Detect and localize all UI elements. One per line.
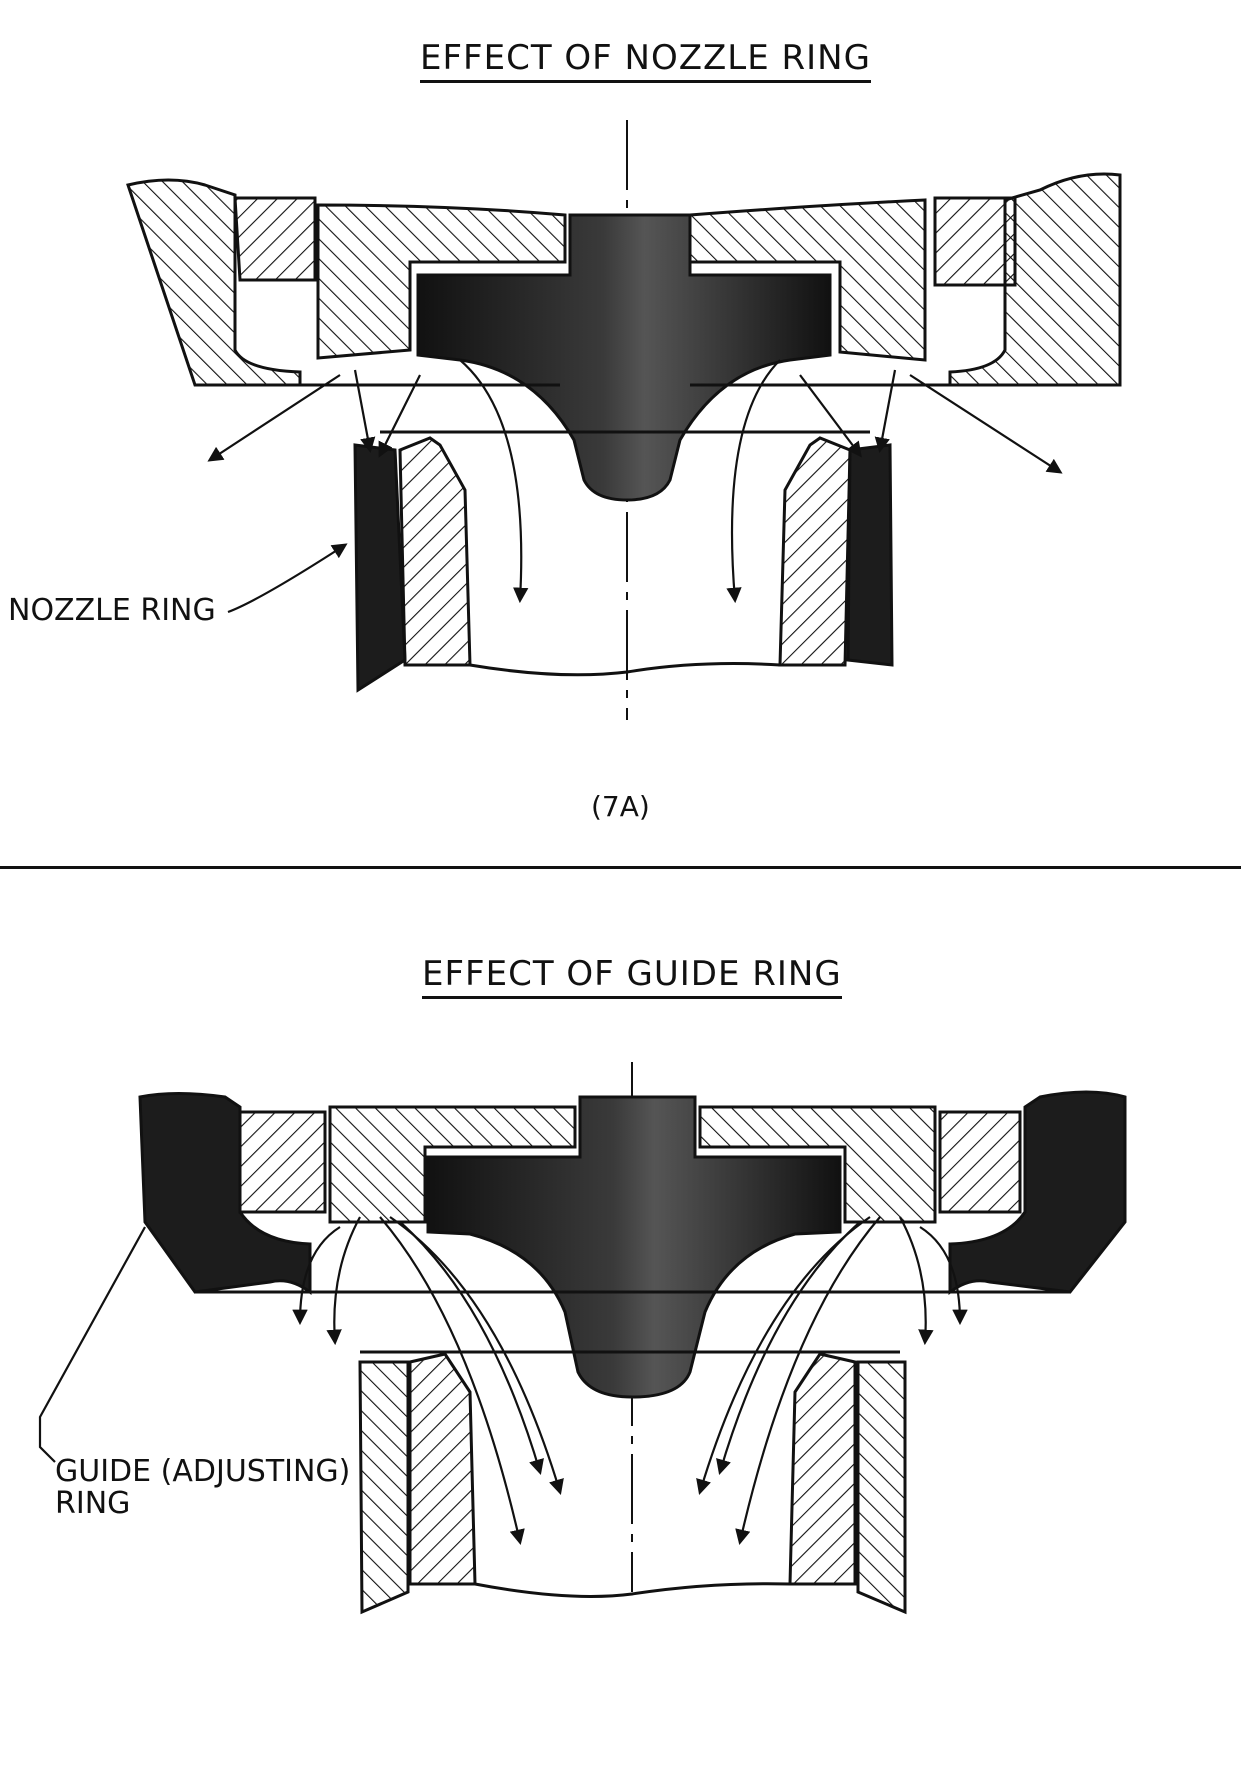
flow-arrow-left-cross <box>378 374 421 458</box>
flow-right-1 <box>919 1226 968 1326</box>
nozzle-inner-left <box>408 1352 477 1586</box>
panel-b-title: EFFECT OF GUIDE RING <box>422 954 842 999</box>
guide-ring-right <box>948 1090 1127 1295</box>
nozzle-ring-label: NOZZLE RING <box>8 593 216 628</box>
nozzle-outer-left <box>358 1360 410 1615</box>
nozzle-wall-right <box>778 436 852 667</box>
flow-left-5 <box>379 1216 525 1546</box>
nozzle-ring-panel: EFFECT OF NOZZLE RING NOZZLE RING (7A) <box>0 0 1241 870</box>
body-right-inner <box>933 196 1017 287</box>
disc-holder-right <box>698 1105 937 1224</box>
disc-holder <box>328 1105 577 1224</box>
flow-right-4 <box>716 1221 861 1475</box>
figure-caption: (7A) <box>591 790 650 823</box>
flow-left-2 <box>326 1216 361 1346</box>
body-left-inner <box>238 1110 327 1214</box>
flow-left-1 <box>292 1226 341 1326</box>
nozzle-ring-right <box>846 443 894 667</box>
guide-ring-label-line1: GUIDE (ADJUSTING) <box>55 1454 351 1489</box>
guide-ring-label: GUIDE (ADJUSTING) RING <box>55 1456 350 1520</box>
guide-callout-leader <box>38 1226 146 1463</box>
disc-holder-right <box>688 198 927 362</box>
nozzle-inner-right <box>788 1352 857 1586</box>
flow-arrow-right-cross <box>799 374 862 458</box>
flow-right-5 <box>735 1216 881 1546</box>
nozzle-callout-leader <box>227 543 348 614</box>
nozzle-wall-left <box>398 436 472 667</box>
guide-ring-label-line2: RING <box>55 1486 131 1521</box>
flow-arrow-left-curve <box>459 359 529 604</box>
flow-arrow-right-down <box>874 369 897 454</box>
disc <box>416 213 832 502</box>
panel-divider <box>0 866 1241 869</box>
body-left-inner <box>233 196 317 282</box>
nozzle-outer-right <box>856 1360 907 1615</box>
body-left <box>126 178 302 387</box>
body-right <box>948 172 1122 387</box>
break-line <box>469 662 781 677</box>
break-line <box>474 1582 791 1598</box>
flow-arrow-left-out <box>207 374 341 462</box>
flow-right-2 <box>899 1216 934 1346</box>
flow-arrow-right-curve <box>726 359 781 604</box>
flow-left-4 <box>399 1221 544 1475</box>
nozzle-ring-left <box>353 443 407 693</box>
flow-arrow-left-down <box>353 369 376 454</box>
body-right-inner <box>938 1110 1022 1214</box>
guide-ring-section-drawing <box>38 1062 1127 1615</box>
flow-arrow-right-out <box>909 374 1063 474</box>
guide-ring-left <box>138 1092 312 1295</box>
panel-a-title: EFFECT OF NOZZLE RING <box>420 38 871 83</box>
disc-holder <box>316 203 567 360</box>
guide-ring-panel: EFFECT OF GUIDE RING GUIDE (ADJUSTING) R… <box>0 872 1241 1787</box>
nozzle-ring-section-drawing <box>126 120 1122 720</box>
disc <box>426 1095 842 1399</box>
